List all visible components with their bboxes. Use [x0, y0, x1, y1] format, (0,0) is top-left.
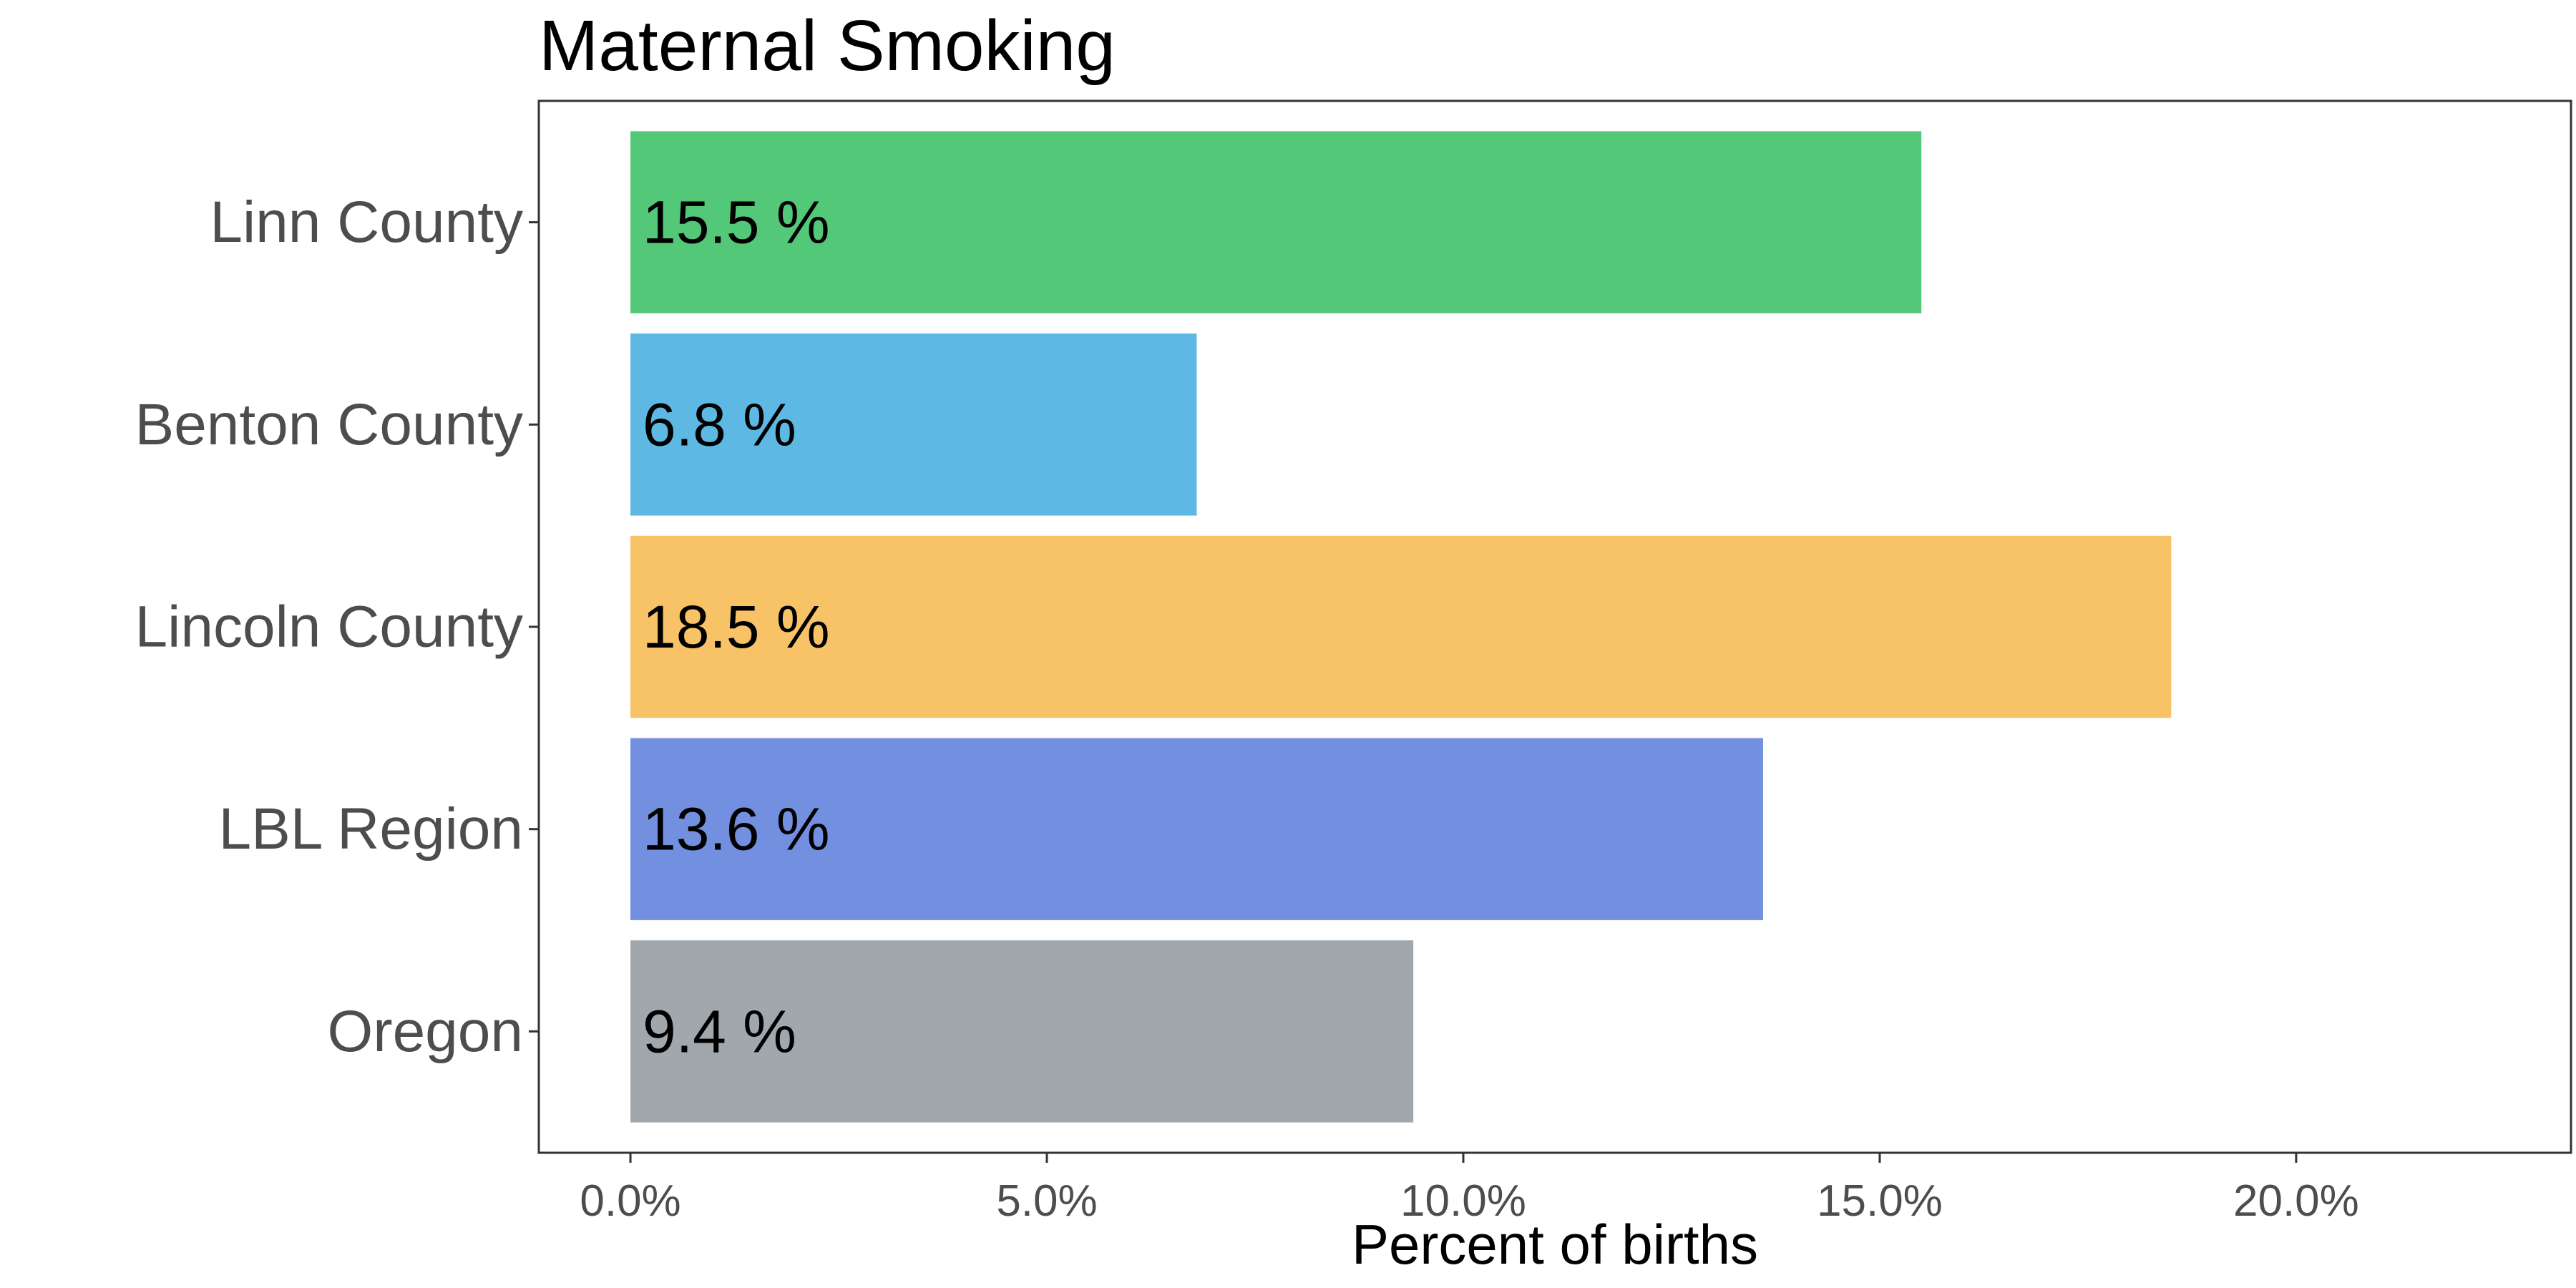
x-tick-label: 15.0% [1817, 1176, 1943, 1226]
bar [630, 738, 1763, 920]
y-category-label: LBL Region [219, 796, 524, 862]
x-tick-label: 0.0% [580, 1176, 680, 1226]
data-label: 6.8 % [643, 391, 796, 458]
x-tick-label: 20.0% [2233, 1176, 2359, 1226]
x-tick-label: 5.0% [996, 1176, 1097, 1226]
y-category-label: Oregon [327, 999, 523, 1064]
chart-title: Maternal Smoking [539, 6, 1116, 86]
data-label: 18.5 % [643, 593, 830, 660]
y-category-label: Lincoln County [135, 595, 523, 660]
x-axis-label: Percent of births [1352, 1213, 1758, 1276]
bar [630, 333, 1197, 516]
bar [630, 940, 1414, 1123]
y-category-label: Benton County [135, 392, 524, 457]
data-label: 15.5 % [643, 189, 830, 256]
plot-panel-border [537, 99, 2572, 1154]
bar [630, 535, 2172, 718]
x-tick-label: 10.0% [1400, 1176, 1526, 1226]
y-category-label: Linn County [210, 190, 523, 255]
bar [630, 131, 1922, 313]
data-label: 9.4 % [643, 997, 796, 1065]
data-label: 13.6 % [643, 796, 830, 863]
